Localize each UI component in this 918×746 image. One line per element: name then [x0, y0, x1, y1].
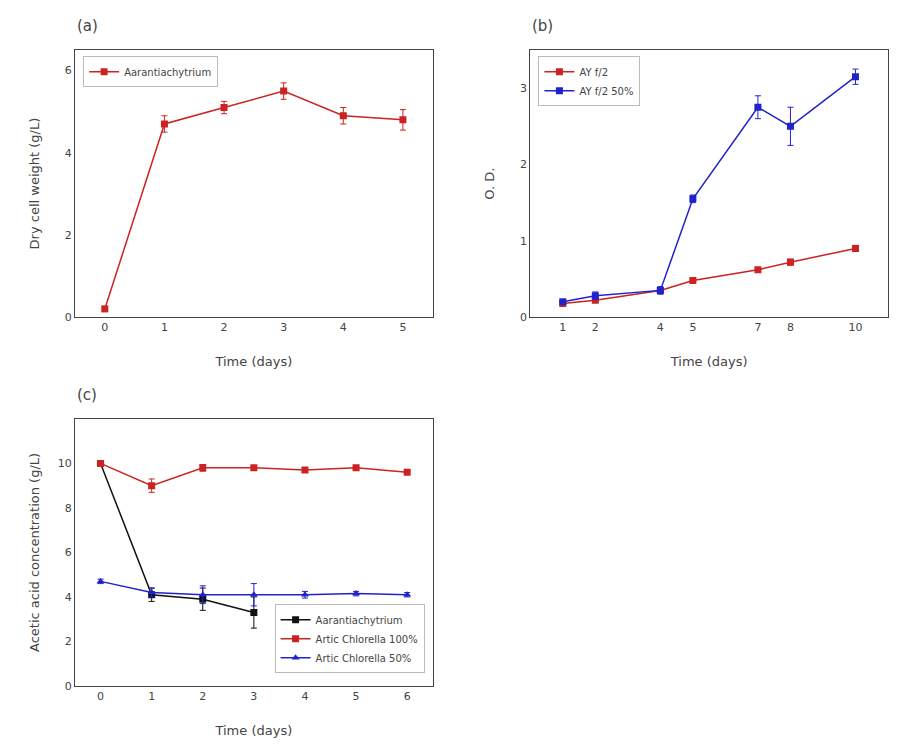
- svg-text:8: 8: [65, 502, 72, 515]
- svg-text:0: 0: [101, 321, 108, 334]
- svg-text:Dry cell weight (g/L): Dry cell weight (g/L): [27, 118, 42, 250]
- svg-text:3: 3: [280, 321, 287, 334]
- svg-text:AY f/2 50%: AY f/2 50%: [579, 86, 633, 97]
- svg-text:2: 2: [65, 229, 72, 242]
- svg-text:2: 2: [65, 635, 72, 648]
- svg-text:Time (days): Time (days): [214, 723, 292, 738]
- svg-text:2: 2: [520, 158, 527, 171]
- svg-text:7: 7: [754, 321, 761, 334]
- svg-text:5: 5: [353, 690, 360, 703]
- svg-text:1: 1: [148, 690, 155, 703]
- svg-text:(b): (b): [532, 17, 553, 35]
- svg-text:4: 4: [657, 321, 664, 334]
- svg-text:4: 4: [340, 321, 347, 334]
- svg-text:2: 2: [221, 321, 228, 334]
- svg-text:10: 10: [58, 457, 72, 470]
- svg-text:Aarantiachytrium: Aarantiachytrium: [316, 615, 403, 626]
- svg-text:(c): (c): [77, 386, 97, 404]
- svg-text:AY f/2: AY f/2: [579, 67, 608, 78]
- svg-text:6: 6: [65, 546, 72, 559]
- svg-text:5: 5: [689, 321, 696, 334]
- svg-text:4: 4: [301, 690, 308, 703]
- svg-text:0: 0: [65, 311, 72, 324]
- svg-text:5: 5: [399, 321, 406, 334]
- svg-text:2: 2: [199, 690, 206, 703]
- svg-text:3: 3: [250, 690, 257, 703]
- svg-text:4: 4: [65, 591, 72, 604]
- svg-text:Aarantiachytrium: Aarantiachytrium: [124, 67, 211, 78]
- svg-text:Time (days): Time (days): [670, 354, 748, 369]
- svg-text:10: 10: [848, 321, 862, 334]
- svg-text:1: 1: [559, 321, 566, 334]
- svg-text:6: 6: [65, 64, 72, 77]
- svg-text:0: 0: [520, 311, 527, 324]
- svg-text:1: 1: [161, 321, 168, 334]
- svg-text:3: 3: [520, 82, 527, 95]
- svg-text:(a): (a): [77, 17, 98, 35]
- svg-text:6: 6: [404, 690, 411, 703]
- svg-text:O. D.: O. D.: [482, 167, 497, 199]
- svg-text:4: 4: [65, 147, 72, 160]
- svg-text:Acetic acid concentration (g/L: Acetic acid concentration (g/L): [27, 453, 42, 652]
- svg-text:8: 8: [787, 321, 794, 334]
- svg-text:Time (days): Time (days): [214, 354, 292, 369]
- svg-text:2: 2: [592, 321, 599, 334]
- svg-text:Artic Chlorella 50%: Artic Chlorella 50%: [316, 653, 412, 664]
- svg-text:0: 0: [65, 680, 72, 693]
- svg-text:Artic Chlorella 100%: Artic Chlorella 100%: [316, 634, 418, 645]
- svg-text:1: 1: [520, 235, 527, 248]
- svg-text:0: 0: [97, 690, 104, 703]
